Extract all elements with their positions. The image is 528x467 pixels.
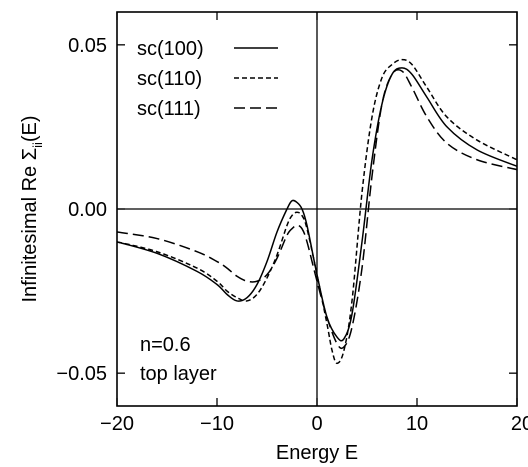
x-tick-label: −20 (100, 413, 134, 435)
series-line-sc110 (117, 58, 517, 365)
series-line-sc100 (117, 67, 517, 342)
x-axis-title: Energy E (276, 442, 358, 464)
y-axis-title-symbol: Σ (19, 148, 41, 160)
x-tick-label: 0 (311, 413, 322, 435)
legend-label: sc(110) (137, 68, 202, 90)
y-axis-title-prefix: Infinitesimal Re (19, 160, 41, 302)
legend: sc(100) sc(110) sc(111) (137, 38, 278, 120)
x-tick-label: 10 (406, 413, 428, 435)
x-tick-label: 20 (511, 413, 528, 435)
series-line-sc111 (117, 68, 517, 350)
legend-label: sc(100) (137, 38, 204, 60)
annotation-filling: n=0.6 (140, 334, 191, 356)
y-tick-label: −0.05 (56, 363, 107, 385)
annotation-layer: top layer (140, 363, 217, 385)
y-tick-label: 0.00 (68, 199, 107, 221)
y-axis-title: Infinitesimal Re Σii(E) (19, 115, 45, 302)
y-axis-title-suffix: (E) (19, 115, 41, 142)
y-tick-label: 0.05 (68, 35, 107, 57)
y-axis-title-subscript: ii (30, 142, 45, 148)
legend-label: sc(111) (137, 98, 201, 120)
x-tick-label: −10 (200, 413, 234, 435)
